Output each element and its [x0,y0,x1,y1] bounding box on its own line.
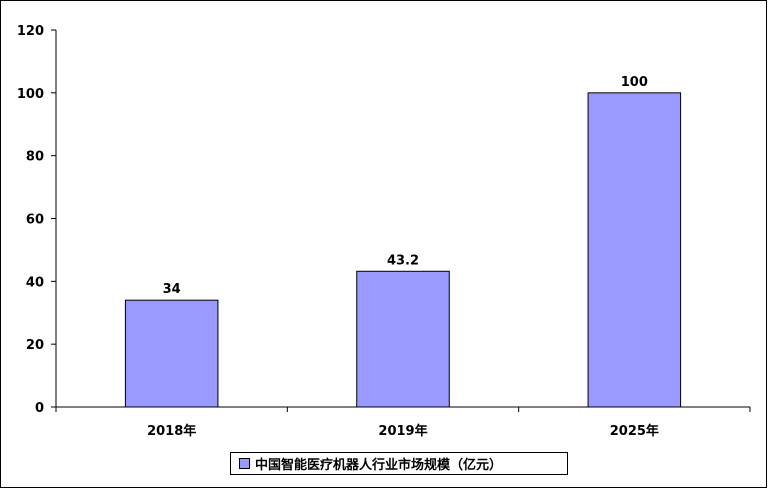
x-tick-label: 2025年 [610,423,659,439]
legend-swatch [239,458,250,469]
bar [356,270,450,408]
y-tick-label: 0 [35,401,44,416]
y-tick-label: 20 [26,338,44,353]
bar-value-label: 43.2 [387,253,419,268]
x-tick-label: 2019年 [378,423,427,439]
y-axis: 0 20 40 60 80 100 120 [17,24,57,416]
legend: 中国智能医疗机器人行业市场规模（亿元） [230,452,568,475]
y-tick-label: 60 [26,213,44,228]
x-tick-label: 2018年 [147,423,196,439]
bar-value-label: 100 [621,75,648,90]
y-tick-label: 120 [17,24,44,39]
y-tick-label: 40 [26,275,44,290]
data-labels: 34 43.2 100 [163,75,648,297]
y-tick-label: 80 [26,150,44,165]
bar [124,299,219,408]
bar [587,92,682,408]
legend-label: 中国智能医疗机器人行业市场规模（亿元） [255,458,503,473]
x-axis: 2018年 2019年 2025年 [55,406,751,439]
y-tick-label: 100 [17,87,44,102]
bars [124,92,682,408]
bar-value-label: 34 [163,282,181,297]
